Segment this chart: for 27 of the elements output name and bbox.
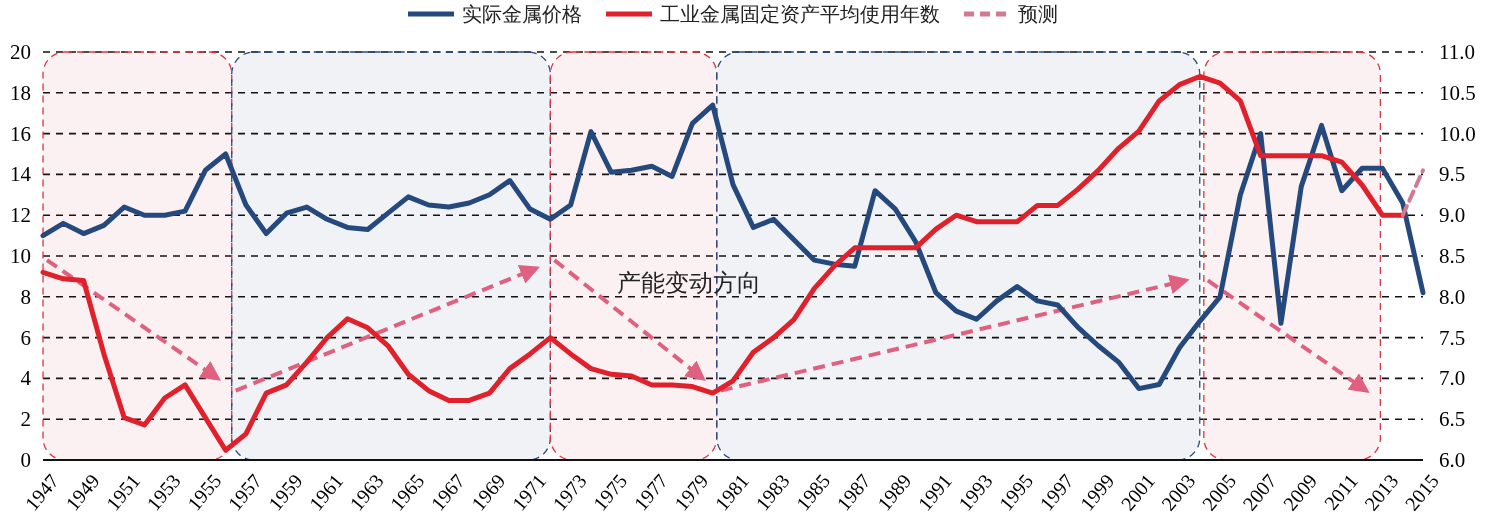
y-tick-label: 20: [10, 40, 31, 64]
y-tick-label: 14: [10, 162, 32, 187]
y2-tick-label: 10.5: [1439, 80, 1476, 105]
y2-tick-label: 8.0: [1439, 284, 1466, 309]
y2-tick-label: 6.0: [1439, 448, 1466, 472]
y-tick-label: 0: [20, 448, 31, 472]
y-tick-label: 18: [10, 80, 31, 105]
y-tick-label: 8: [20, 284, 31, 309]
y-tick-label: 10: [10, 244, 31, 268]
y2-tick-label: 8.5: [1439, 244, 1466, 268]
y2-tick-label: 9.5: [1439, 162, 1466, 187]
y2-tick-label: 7.0: [1439, 366, 1466, 391]
legend-label: 工业金属固定资产平均使用年数: [660, 2, 940, 26]
y-tick-label: 2: [20, 407, 31, 432]
y-tick-label: 16: [10, 121, 31, 146]
x-tick-label: 2011: [1319, 469, 1362, 514]
legend-label: 预测: [1018, 2, 1058, 26]
annotation: 产能变动方向: [617, 268, 762, 297]
y2-tick-label: 10.0: [1439, 121, 1476, 146]
y2-tick-label: 11.0: [1439, 40, 1475, 64]
legend-label: 实际金属价格: [462, 2, 582, 26]
y2-tick-label: 7.5: [1439, 325, 1466, 350]
y2-tick-label: 9.0: [1439, 203, 1466, 228]
y-tick-label: 4: [20, 366, 32, 391]
y-tick-label: 12: [10, 203, 31, 228]
y2-tick-label: 6.5: [1439, 407, 1466, 432]
y-tick-label: 6: [20, 325, 31, 350]
